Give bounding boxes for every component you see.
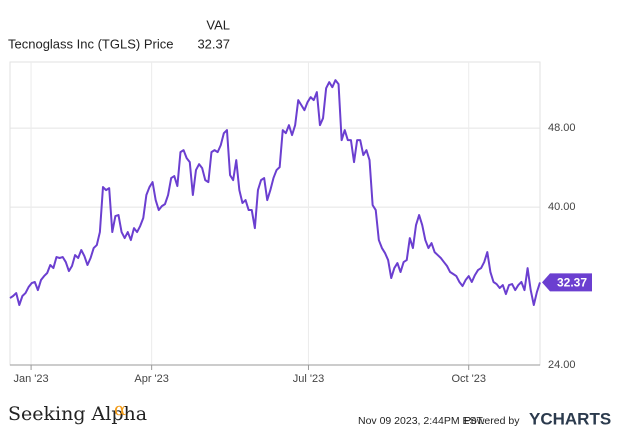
footer-source-mark: α: [114, 399, 126, 420]
footer-date: Nov 09 2023, 2:44PM EST.: [358, 415, 485, 427]
last-value-tag: [542, 273, 592, 292]
plot-area: [9, 61, 541, 366]
last-value-label: 32.37: [557, 276, 587, 290]
price-line: [9, 79, 541, 306]
x-tick-label: Apr '23: [134, 373, 169, 385]
y-tick-label: 48.00: [548, 122, 576, 134]
footer-source: Seeking Alpha: [8, 403, 147, 425]
legend-header: VAL: [206, 17, 230, 32]
x-tick-label: Oct '23: [451, 373, 486, 385]
footer-powered: Powered by: [464, 415, 520, 427]
x-tick-label: Jul '23: [293, 373, 324, 385]
y-tick-label: 40.00: [548, 201, 576, 213]
y-tick-label: 24.00: [548, 359, 576, 371]
x-tick-label: Jan '23: [14, 373, 49, 385]
legend-value: 32.37: [197, 36, 230, 51]
footer-brand: YCHARTS: [529, 409, 611, 428]
legend-label: Tecnoglass Inc (TGLS) Price: [8, 36, 173, 51]
